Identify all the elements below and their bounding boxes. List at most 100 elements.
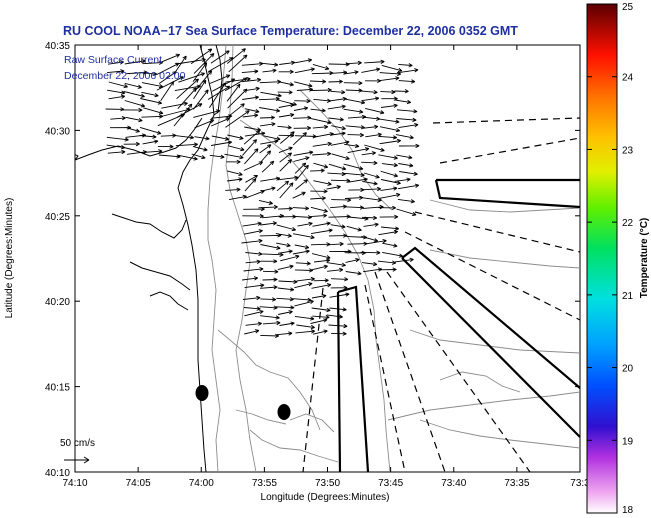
current-vector — [327, 267, 344, 273]
current-vector — [143, 107, 164, 115]
current-vector — [378, 135, 398, 140]
current-vector — [330, 178, 351, 183]
current-vector — [278, 103, 295, 108]
current-vector — [361, 197, 382, 203]
current-vector — [277, 90, 293, 95]
current-vector — [326, 184, 341, 190]
current-vector — [276, 242, 291, 248]
current-vector — [176, 78, 199, 100]
current-vector — [260, 139, 279, 145]
current-vector — [209, 154, 225, 159]
current-vector — [141, 82, 164, 89]
current-vector — [394, 89, 409, 94]
current-vector — [245, 321, 263, 326]
current-vector — [225, 110, 250, 128]
current-vector — [328, 163, 347, 171]
current-vector — [258, 204, 278, 210]
current-vector — [294, 162, 307, 174]
current-vector — [294, 299, 314, 307]
current-vector — [296, 276, 315, 282]
current-vector — [277, 125, 292, 130]
current-vector — [229, 194, 247, 201]
current-vector — [396, 208, 417, 216]
current-vector — [209, 82, 227, 109]
current-vector — [278, 279, 298, 285]
current-vector — [310, 206, 328, 213]
colorbar-tick-label: 20 — [622, 364, 634, 375]
current-vector — [276, 224, 296, 232]
colorbar-tick-label: 22 — [622, 218, 634, 229]
current-vector — [292, 132, 307, 146]
current-vector — [277, 175, 299, 181]
current-vector — [294, 244, 310, 250]
current-vector — [361, 235, 379, 243]
current-vector — [295, 179, 308, 190]
colorbar-tick-label: 19 — [622, 436, 634, 447]
buoy-marker — [195, 385, 209, 401]
current-vector — [241, 69, 259, 74]
current-vector — [380, 89, 396, 95]
current-vector — [331, 131, 346, 136]
legend-title: Raw Surface Current — [64, 54, 162, 66]
x-tick-label: 73:3 — [570, 478, 590, 489]
current-vector — [161, 101, 188, 109]
current-vector — [329, 292, 350, 298]
current-vector — [124, 100, 146, 108]
current-vector — [378, 118, 400, 124]
y-axis-label: Latitude (Degrees:Minutes) — [4, 198, 15, 319]
current-vector — [139, 134, 157, 139]
current-vector — [328, 79, 343, 84]
current-vector — [311, 307, 331, 313]
y-tick-label: 40:15 — [45, 383, 70, 394]
current-vector — [190, 48, 213, 65]
current-vector — [226, 83, 241, 102]
current-vector — [191, 153, 206, 160]
current-vector — [124, 82, 142, 89]
current-vector — [312, 124, 329, 130]
current-vector — [228, 54, 248, 73]
current-vector — [174, 134, 194, 140]
current-vector — [399, 171, 418, 176]
current-vector — [314, 258, 331, 263]
current-vector — [123, 90, 145, 98]
current-vector — [243, 229, 263, 235]
current-vector — [242, 213, 264, 219]
current-vector — [365, 238, 387, 245]
current-vector — [379, 126, 401, 133]
current-vector — [379, 76, 400, 82]
current-vector — [343, 70, 359, 75]
current-vector — [380, 186, 398, 191]
current-vector — [294, 282, 313, 289]
current-vector — [344, 143, 360, 149]
x-tick-label: 73:55 — [252, 478, 277, 489]
current-vector — [328, 233, 348, 238]
current-vector — [211, 140, 233, 146]
current-vector — [259, 122, 276, 127]
temperature-colorbar — [586, 3, 618, 514]
current-vector — [211, 135, 230, 141]
x-tick-label: 74:00 — [189, 478, 214, 489]
current-vector — [347, 147, 370, 154]
current-vector — [398, 63, 413, 68]
colorbar-tick-label: 21 — [622, 291, 634, 302]
current-vector — [326, 262, 346, 267]
scale-arrow — [64, 456, 90, 464]
colorbar-tick-label: 18 — [622, 505, 634, 516]
current-vector — [345, 88, 363, 93]
current-vector — [262, 68, 277, 73]
current-vector — [330, 224, 346, 229]
current-vector — [379, 214, 399, 220]
current-vector — [361, 160, 378, 166]
current-vector — [360, 250, 381, 255]
current-vector — [276, 297, 294, 302]
current-vector — [378, 154, 398, 160]
current-vector — [192, 62, 208, 83]
current-vector — [277, 249, 293, 254]
current-vector — [226, 177, 243, 182]
current-vector — [160, 81, 175, 102]
current-vector — [107, 60, 124, 65]
current-vector — [362, 124, 379, 129]
x-axis-label: Longitude (Degrees:Minutes) — [261, 492, 390, 503]
current-vector — [158, 71, 177, 84]
